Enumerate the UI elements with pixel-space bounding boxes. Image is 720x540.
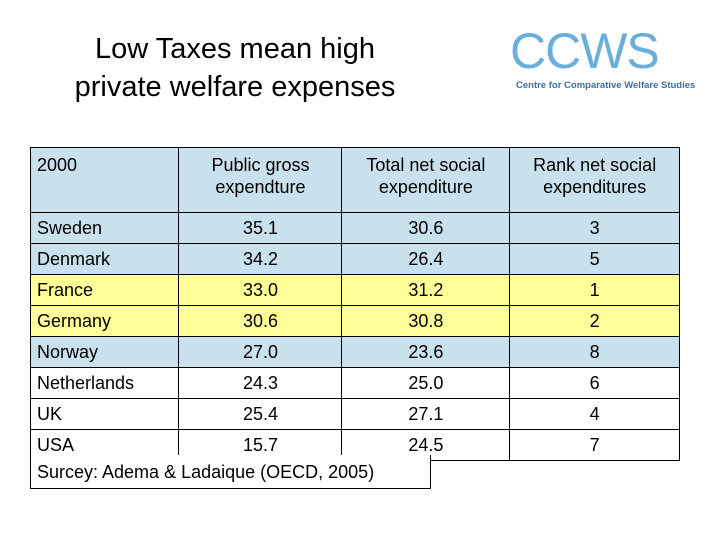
title-line-2: private welfare expenses	[74, 71, 396, 103]
rank-cell: 1	[509, 274, 680, 306]
public-gross-cell: 34.2	[178, 243, 343, 275]
table-row: France 33.0 31.2 1	[29, 274, 680, 306]
page-title: Low Taxes mean high private welfare expe…	[20, 30, 450, 106]
public-gross-cell: 27.0	[178, 336, 343, 368]
rank-cell: 3	[509, 212, 680, 244]
table-row: UK 25.4 27.1 4	[29, 398, 680, 430]
public-gross-cell: 30.6	[178, 305, 343, 337]
country-cell: UK	[29, 398, 180, 430]
total-net-cell: 31.2	[341, 274, 511, 306]
total-net-cell: 26.4	[341, 243, 511, 275]
source-note: Surcey: Adema & Ladaique (OECD, 2005)	[30, 455, 431, 489]
total-net-cell: 23.6	[341, 336, 511, 368]
header-year: 2000	[29, 147, 180, 213]
table-row: Netherlands 24.3 25.0 6	[29, 367, 680, 399]
rank-cell: 4	[509, 398, 680, 430]
country-cell: Sweden	[29, 212, 180, 244]
public-gross-cell: 24.3	[178, 367, 343, 399]
country-cell: Norway	[29, 336, 180, 368]
header-public-gross: Public gross expendture	[178, 147, 343, 213]
public-gross-cell: 25.4	[178, 398, 343, 430]
table-row: Sweden 35.1 30.6 3	[29, 212, 680, 244]
rank-cell: 2	[509, 305, 680, 337]
country-cell: France	[29, 274, 180, 306]
public-gross-cell: 35.1	[178, 212, 343, 244]
table-row: Norway 27.0 23.6 8	[29, 336, 680, 368]
logo-subtitle: Centre for Comparative Welfare Studies	[516, 80, 696, 91]
rank-cell: 7	[509, 429, 680, 461]
rank-cell: 5	[509, 243, 680, 275]
title-line-1: Low Taxes mean high	[95, 33, 375, 65]
country-cell: Netherlands	[29, 367, 180, 399]
header-rank: Rank net social expenditures	[509, 147, 680, 213]
rank-cell: 8	[509, 336, 680, 368]
total-net-cell: 27.1	[341, 398, 511, 430]
logo-mark: CCWS	[510, 23, 660, 79]
ccws-logo: CCWS Centre for Comparative Welfare Stud…	[510, 22, 695, 97]
total-net-cell: 25.0	[341, 367, 511, 399]
welfare-table: 2000 Public gross expendture Total net s…	[29, 147, 680, 461]
total-net-cell: 30.8	[341, 305, 511, 337]
total-net-cell: 30.6	[341, 212, 511, 244]
country-cell: Denmark	[29, 243, 180, 275]
header-total-net: Total net social expenditure	[341, 147, 511, 213]
table-row: Denmark 34.2 26.4 5	[29, 243, 680, 275]
country-cell: Germany	[29, 305, 180, 337]
rank-cell: 6	[509, 367, 680, 399]
public-gross-cell: 33.0	[178, 274, 343, 306]
table-row: Germany 30.6 30.8 2	[29, 305, 680, 337]
table-header-row: 2000 Public gross expendture Total net s…	[29, 147, 680, 213]
